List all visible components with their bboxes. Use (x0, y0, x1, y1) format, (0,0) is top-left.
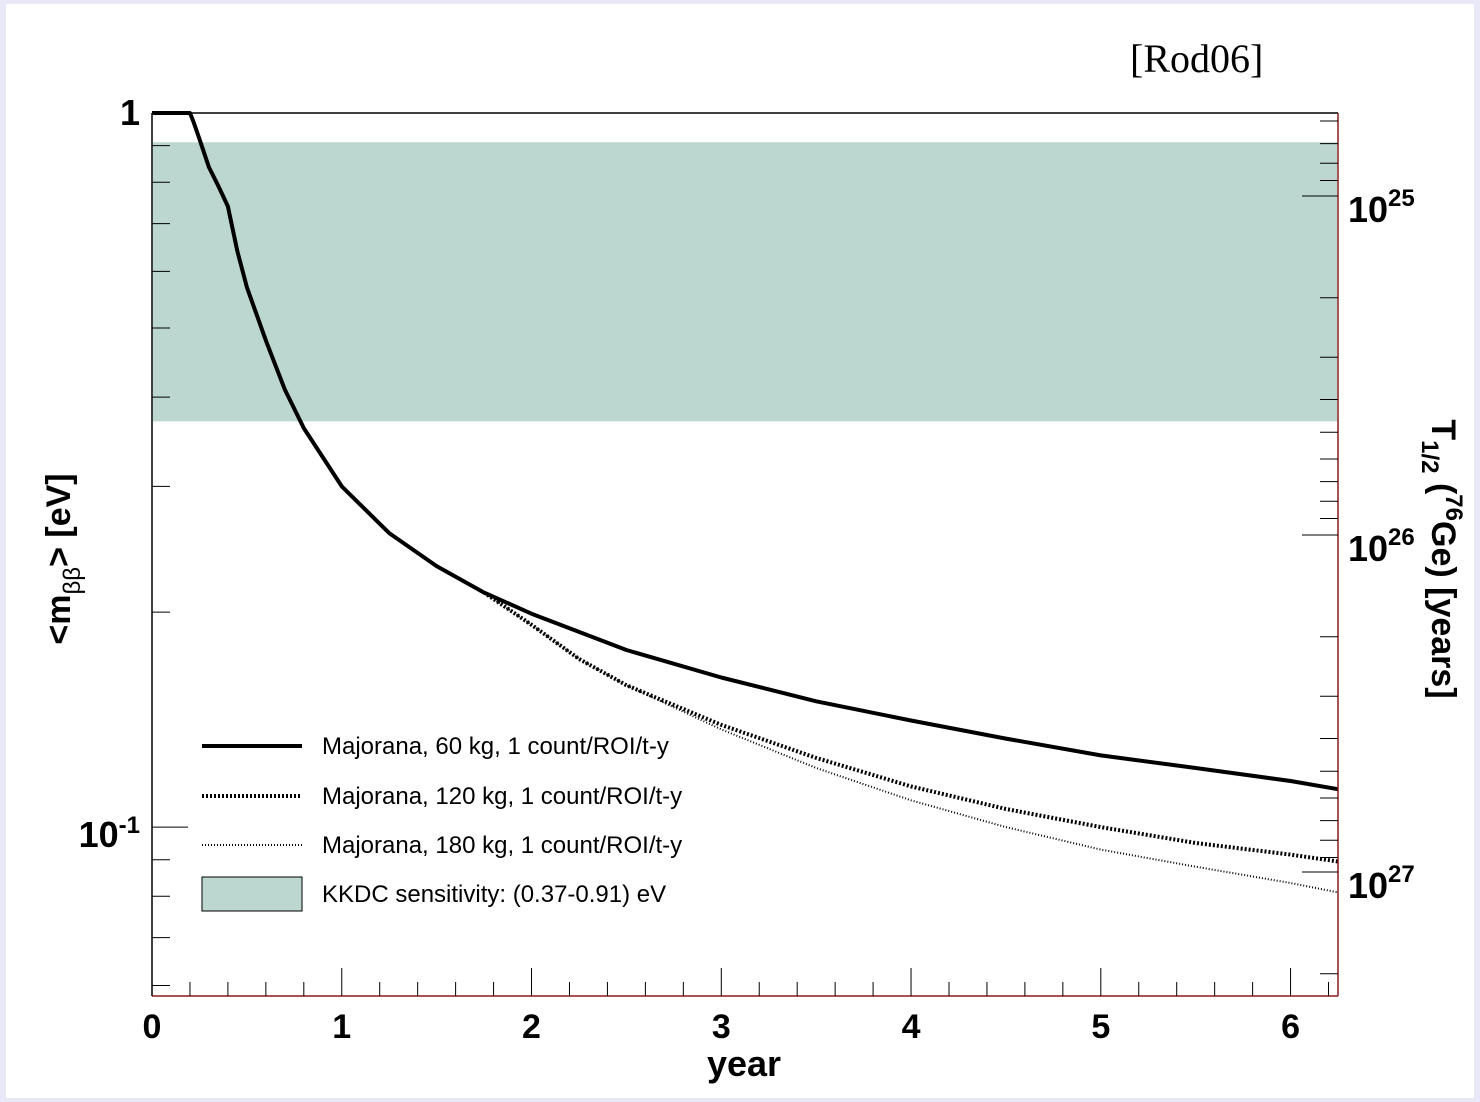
x-tick-label: 1 (332, 1008, 351, 1046)
legend-label-120kg: Majorana, 120 kg, 1 count/ROI/t-y (322, 783, 682, 810)
y-left-tick-label: 10-1 (79, 812, 140, 855)
x-tick-label: 6 (1281, 1008, 1300, 1046)
series-line-0 (152, 111, 1339, 792)
chart-frame: [Rod06] 0 1 2 3 4 5 6 1 10-1 1025 1026 1027 <mββ> [… (6, 4, 1474, 1098)
y-right-tick-label: 1026 (1348, 524, 1415, 569)
y-right-tick-label: 1025 (1348, 185, 1415, 230)
legend-label-kkdc: KKDC sensitivity: (0.37-0.91) eV (322, 881, 666, 908)
y-axis-left-title: <mββ> [eV] (40, 473, 86, 644)
x-tick-label: 2 (522, 1008, 541, 1046)
svg-text:<mββ> [eV]: <mββ> [eV] (40, 473, 86, 644)
x-axis-title: year (707, 1043, 781, 1084)
y-right-tick-label: 1027 (1348, 861, 1415, 906)
y-axis-right-title: T1/2 (76Ge) [years] (1416, 419, 1467, 698)
x-tick-label: 0 (143, 1008, 162, 1046)
legend: Majorana, 60 kg, 1 count/ROI/t-y Majoran… (201, 733, 682, 912)
citation: [Rod06] (1130, 36, 1263, 81)
y-left-tick-label: 1 (120, 92, 140, 133)
svg-text:T1/2 (76Ge) [years]: T1/2 (76Ge) [years] (1416, 419, 1467, 698)
series-line-1 (482, 590, 1339, 864)
legend-label-60kg: Majorana, 60 kg, 1 count/ROI/t-y (322, 733, 669, 760)
x-tick-label: 3 (712, 1008, 731, 1046)
kkdc-band (153, 142, 1337, 422)
x-tick-label: 4 (902, 1008, 921, 1046)
legend-swatch-kkdc (201, 876, 303, 912)
legend-label-180kg: Majorana, 180 kg, 1 count/ROI/t-y (322, 832, 682, 859)
x-tick-label: 5 (1091, 1008, 1110, 1046)
chart-svg: [Rod06] 0 1 2 3 4 5 6 1 10-1 1025 1026 1027 <mββ> [… (40, 36, 1467, 1084)
